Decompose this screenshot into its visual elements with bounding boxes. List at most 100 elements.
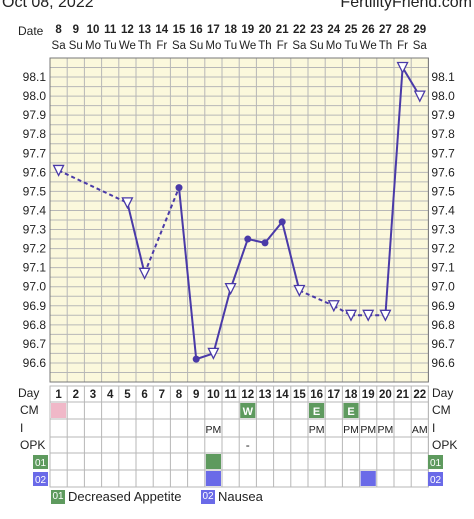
intercourse-value: PM	[360, 424, 376, 436]
day-number: 9	[193, 389, 199, 401]
weekday-label: Fr	[277, 40, 288, 52]
weekday-label: Tu	[224, 40, 237, 52]
weekday-label: Fr	[397, 40, 408, 52]
y-tick-label-right: 96.9	[431, 299, 455, 313]
symptom-02-label: 02	[35, 475, 47, 486]
symptom-01-cell	[205, 454, 221, 469]
weekday-label: Tu	[345, 40, 358, 52]
day-number: 19	[362, 389, 375, 401]
legend-01-label: Decreased Appetite	[68, 489, 182, 504]
day-number: 20	[379, 389, 392, 401]
date-label: 9	[73, 24, 79, 36]
legend-02-box: 02	[201, 490, 215, 504]
symptom-02-label-box	[33, 472, 48, 486]
date-label: 28	[396, 24, 409, 36]
date-label: 8	[55, 24, 62, 36]
day-number: 18	[345, 389, 358, 401]
date-label: 14	[155, 24, 168, 36]
day-number: 8	[176, 389, 183, 401]
date-row-label: Date	[18, 24, 44, 38]
date-label: 11	[104, 24, 117, 36]
date-label: 24	[327, 24, 340, 36]
temp-segment	[281, 221, 301, 291]
temp-point-open	[121, 197, 134, 210]
weekday-label: Sa	[292, 40, 307, 52]
y-tick-label: 97.2	[23, 242, 47, 256]
weekday-label: We	[360, 40, 377, 52]
temp-point-open	[327, 300, 340, 313]
weekday-label: Sa	[52, 40, 67, 52]
date-label: 17	[207, 24, 220, 36]
temp-point-open	[379, 309, 392, 322]
temp-point	[192, 355, 200, 363]
day-number: 2	[73, 389, 79, 401]
y-tick-label: 97.0	[23, 280, 47, 294]
date-label: 16	[190, 24, 203, 36]
day-number: 14	[276, 389, 289, 401]
date-label: 15	[173, 24, 186, 36]
y-tick-label: 96.7	[23, 337, 47, 351]
temp-point	[175, 184, 183, 192]
y-tick-label-right: 96.8	[431, 318, 455, 332]
day-number: 12	[241, 389, 254, 401]
temp-point-open	[207, 347, 220, 360]
y-tick-label: 97.9	[23, 108, 47, 122]
symptom-01-label-box	[33, 455, 48, 469]
temp-point	[261, 239, 269, 247]
site-name[interactable]: FertilityFriend.com	[340, 0, 472, 11]
day-number: 7	[159, 389, 165, 401]
temp-point-open	[138, 267, 151, 280]
y-tick-label: 96.6	[23, 356, 47, 370]
legend-01-box: 01	[51, 490, 65, 504]
symptom-02-label-right: 02	[430, 475, 442, 486]
temp-point	[244, 235, 252, 243]
weekday-label: Sa	[172, 40, 187, 52]
y-tick-label: 96.9	[23, 299, 47, 313]
date-label: 21	[276, 24, 289, 36]
temp-point-open	[52, 164, 65, 177]
weekday-label: Th	[258, 40, 271, 52]
weekday-label: Mo	[85, 40, 101, 52]
cm-cell	[240, 403, 256, 418]
intercourse-value: PM	[309, 424, 325, 436]
temp-point-open	[293, 284, 306, 297]
date-label: 20	[259, 24, 272, 36]
temp-point-open	[224, 282, 237, 296]
weekday-label: Su	[310, 40, 324, 52]
cm-cell	[51, 403, 67, 418]
y-tick-label-right: 97.1	[431, 261, 455, 275]
day-row-label: Day	[18, 386, 40, 400]
day-number: 6	[141, 389, 147, 401]
y-tick-label-right: 97.6	[431, 165, 455, 179]
bbt-chart: 96.6 96.6 96.7 96.7 96.8 96.8 96.9 96.9 97.0 97.0…	[23, 24, 455, 488]
y-tick-label-right: 97.2	[431, 242, 455, 256]
legend-02-label: Nausea	[218, 489, 263, 504]
y-tick-label-right: 97.8	[431, 127, 455, 141]
date-label: 18	[224, 24, 237, 36]
opk-row-label: OPK	[20, 438, 46, 452]
opk-value: -	[246, 438, 250, 452]
day-number: 1	[55, 389, 62, 401]
weekday-label: Tu	[104, 40, 117, 52]
date-label: 12	[121, 24, 134, 36]
weekday-label: We	[239, 40, 256, 52]
date-label: 29	[413, 24, 426, 36]
y-tick-label: 97.5	[23, 184, 47, 198]
weekday-label: Su	[189, 40, 203, 52]
day-number: 16	[310, 389, 323, 401]
day-number: 13	[259, 389, 272, 401]
date-label: 10	[87, 24, 100, 36]
y-tick-label-right: 96.6	[431, 356, 455, 370]
weekday-label: Mo	[326, 40, 342, 52]
temp-segment	[298, 289, 335, 307]
temp-point-open	[396, 61, 409, 74]
cm-cell	[343, 403, 359, 418]
temp-point	[278, 218, 286, 226]
date-label: 19	[241, 24, 254, 36]
weekday-label: Mo	[205, 40, 221, 52]
i-row-label-right: I	[432, 421, 436, 435]
day-number: 10	[207, 389, 220, 401]
intercourse-value: AM	[412, 424, 428, 436]
date-label: 13	[138, 24, 151, 36]
symptom-01-label-box-right	[428, 455, 443, 469]
